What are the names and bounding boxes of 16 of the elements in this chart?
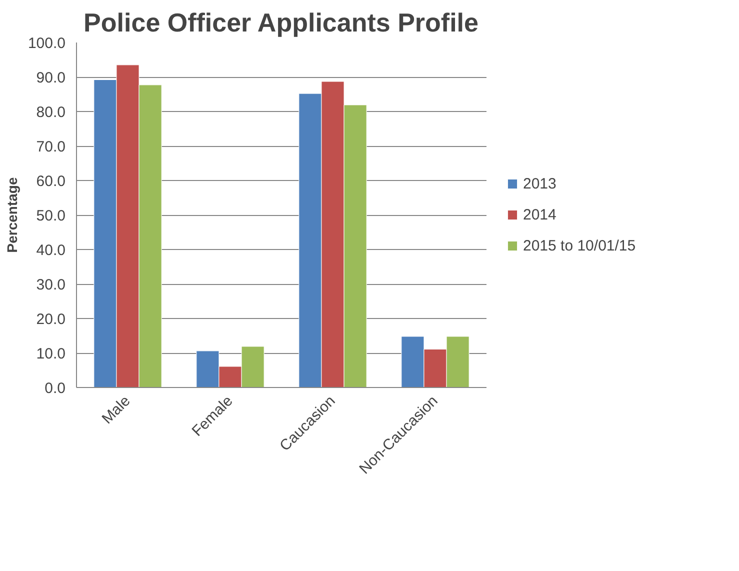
chart-title: Police Officer Applicants Profile: [84, 8, 478, 38]
legend-label: 2013: [523, 175, 556, 192]
y-tick-label: 20.0: [36, 311, 66, 328]
y-tick-label: 60.0: [36, 173, 66, 190]
y-tick-label: 90.0: [36, 70, 66, 86]
legend-label: 2015 to 10/01/15: [523, 237, 636, 254]
y-tick-label: 100.0: [28, 35, 66, 52]
y-tick-label: 30.0: [36, 276, 66, 294]
y-tick-label: 70.0: [36, 138, 66, 156]
y-tick-label: 0.0: [44, 380, 66, 397]
legend-label: 2014: [523, 206, 556, 223]
y-tick-label: 40.0: [36, 242, 66, 259]
y-tick-label: 10.0: [36, 346, 66, 362]
y-tick-label: 80.0: [36, 104, 66, 121]
y-tick-label: 50.0: [36, 208, 66, 224]
y-axis-title: Percentage: [4, 177, 20, 253]
